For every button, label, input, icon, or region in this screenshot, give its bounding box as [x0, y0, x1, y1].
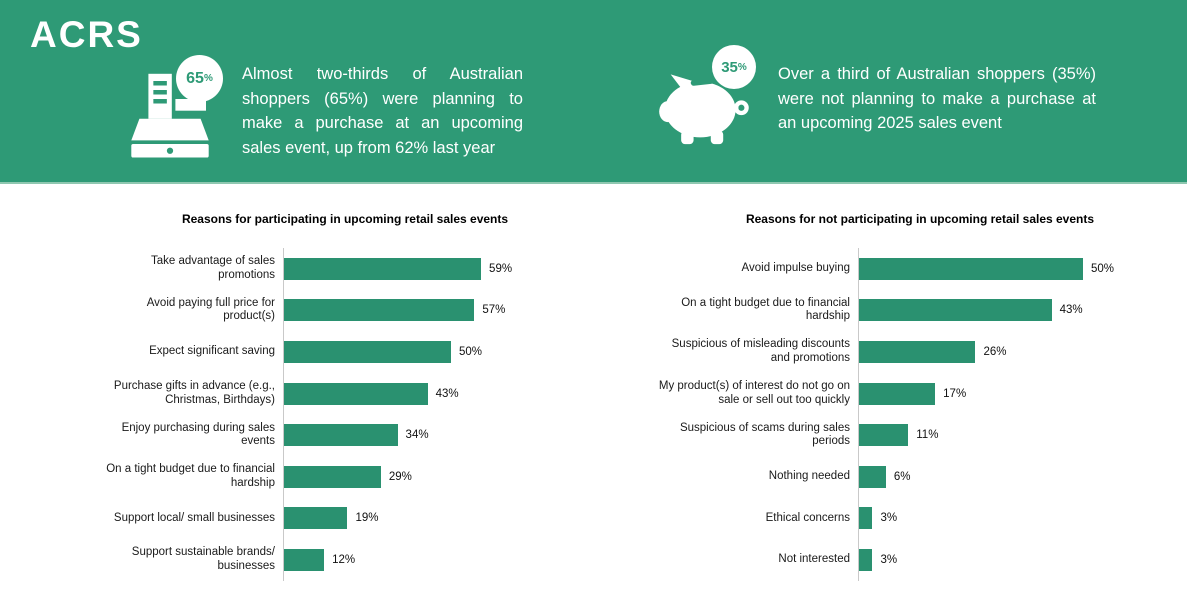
bar-cell: 43% — [283, 372, 585, 415]
value-label: 43% — [435, 387, 459, 400]
bar — [284, 299, 475, 322]
bar-cell: 26% — [858, 331, 1187, 373]
bar — [859, 382, 936, 405]
category-label: Take advantage of sales promotions — [150, 255, 275, 281]
bar-cell: 17% — [858, 372, 1187, 415]
category-label: Purchase gifts in advance (e.g., Christm… — [113, 380, 275, 406]
bar-row: Nothing needed 6% — [653, 455, 1187, 498]
bar-cell: 3% — [858, 539, 1187, 581]
bar-cell: 50% — [858, 248, 1187, 290]
bar — [859, 299, 1052, 322]
value-label: 3% — [880, 512, 898, 525]
value-label: 12% — [332, 553, 356, 566]
bar-cell: 59% — [283, 248, 585, 290]
bar-cell: 57% — [283, 289, 585, 332]
piggy-bank-icon — [658, 60, 754, 146]
chart-rows: Take advantage of sales promotions 59% Avo… — [105, 248, 585, 581]
bar — [284, 465, 381, 488]
bar-row: Ethical concerns 3% — [653, 497, 1187, 540]
bar — [284, 382, 428, 405]
category-label: Suspicious of scams during sales periods — [679, 421, 850, 448]
bar-cell: 11% — [858, 414, 1187, 456]
badge-value: 65 — [186, 69, 204, 87]
stat-text-participating: Almost two-thirds of Australian shoppers… — [242, 65, 523, 157]
badge-suffix: % — [203, 73, 213, 84]
category-label: On a tight budget due to financial hards… — [681, 296, 850, 323]
chart-participating: Reasons for participating in upcoming re… — [105, 212, 585, 581]
category-label: Nothing needed — [768, 470, 850, 483]
bar — [859, 507, 873, 530]
header-banner: ACRS 65% Almost two-thirds of Australian… — [0, 0, 1187, 184]
value-label: 57% — [482, 304, 506, 317]
category-label: Ethical concerns — [765, 511, 850, 524]
badge-suffix: % — [737, 61, 747, 73]
bar — [859, 257, 1083, 280]
category-label: Support local/ small businesses — [113, 511, 275, 524]
bar — [859, 340, 976, 363]
bar-row: Suspicious of scams during sales periods… — [653, 414, 1187, 456]
bar-row: Avoid impulse buying 50% — [653, 248, 1187, 290]
chart-title: Reasons for participating in upcoming re… — [181, 212, 509, 226]
bar-row: Take advantage of sales promotions 59% — [105, 248, 585, 290]
category-label: My product(s) of interest do not go on s… — [658, 380, 850, 406]
bar — [284, 424, 398, 447]
acrs-logo: ACRS — [30, 14, 143, 55]
bar-cell: 6% — [858, 455, 1187, 498]
bar-row: Not interested 3% — [653, 539, 1187, 581]
value-label: 26% — [983, 345, 1007, 358]
chart-not-participating: Reasons for not participating in upcomin… — [653, 212, 1187, 581]
value-label: 43% — [1059, 304, 1083, 317]
bar-row: On a tight budget due to financial hards… — [105, 455, 585, 498]
bar-cell: 12% — [283, 539, 585, 581]
value-label: 6% — [893, 470, 911, 483]
category-label: Support sustainable brands/ businesses — [131, 546, 275, 572]
value-label: 29% — [388, 470, 412, 483]
bar-row: My product(s) of interest do not go on s… — [653, 372, 1187, 415]
bar-row: Avoid paying full price for product(s) 57… — [105, 289, 585, 332]
bar-cell: 50% — [283, 331, 585, 373]
value-label: 50% — [1091, 262, 1115, 275]
stat-text-not-participating: Over a third of Australian shoppers (35%… — [778, 65, 1096, 132]
chart-title: Reasons for not participating in upcomin… — [745, 212, 1095, 226]
bar-row: Support sustainable brands/ businesses 12… — [105, 539, 585, 581]
category-label: Avoid impulse buying — [741, 262, 850, 275]
category-label: Not interested — [778, 553, 850, 566]
bar-row: Expect significant saving 50% — [105, 331, 585, 373]
value-label: 59% — [489, 262, 513, 275]
percent-badge-35: 35% — [712, 45, 756, 89]
value-label: 50% — [459, 345, 483, 358]
bar-row: Purchase gifts in advance (e.g., Christm… — [105, 372, 585, 415]
bar — [859, 465, 886, 488]
bar-row: Enjoy purchasing during sales events 34% — [105, 414, 585, 456]
value-label: 11% — [916, 429, 939, 442]
category-label: On a tight budget due to financial hards… — [106, 463, 275, 489]
bar-cell: 43% — [858, 289, 1187, 332]
value-label: 34% — [405, 429, 429, 442]
bar — [284, 507, 348, 530]
bar-cell: 29% — [283, 455, 585, 498]
bar — [284, 257, 482, 280]
cash-register-icon — [124, 72, 216, 162]
value-label: 17% — [943, 387, 967, 400]
category-label: Avoid paying full price for product(s) — [146, 296, 275, 323]
chart-rows: Avoid impulse buying 50% On a tight budget… — [653, 248, 1187, 581]
bar-cell: 3% — [858, 497, 1187, 540]
value-label: 19% — [355, 512, 379, 525]
percent-badge-65: 65% — [176, 55, 223, 102]
category-label: Enjoy purchasing during sales events — [121, 421, 275, 448]
bar — [284, 548, 325, 571]
bar-row: On a tight budget due to financial hards… — [653, 289, 1187, 332]
bar — [284, 340, 451, 363]
badge-value: 35 — [721, 58, 738, 76]
bar-cell: 34% — [283, 414, 585, 456]
bar — [859, 424, 909, 447]
bar — [859, 548, 873, 571]
bar-row: Support local/ small businesses 19% — [105, 497, 585, 540]
bar-cell: 19% — [283, 497, 585, 540]
category-label: Suspicious of misleading discounts and p… — [671, 338, 850, 364]
category-label: Expect significant saving — [149, 345, 275, 358]
value-label: 3% — [880, 553, 898, 566]
bar-row: Suspicious of misleading discounts and p… — [653, 331, 1187, 373]
